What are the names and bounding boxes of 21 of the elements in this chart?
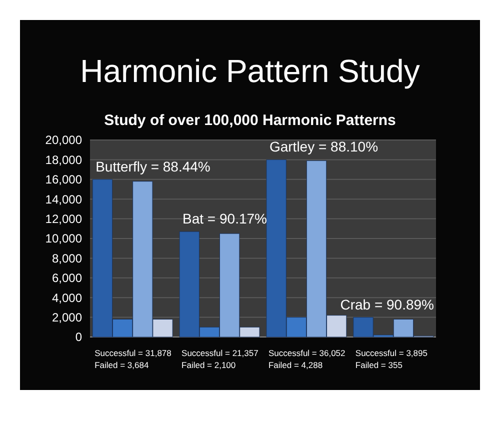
x-tick-label: Successful = 36,052 Failed = 4,288 bbox=[268, 348, 346, 370]
chart-subtitle: Study of over 100,000 Harmonic Patterns bbox=[104, 112, 396, 129]
y-tick-label: 4,000 bbox=[52, 290, 82, 305]
annotation: Bat = 90.17% bbox=[182, 210, 267, 227]
y-tick-label: 16,000 bbox=[45, 172, 82, 187]
y-tick-label: 12,000 bbox=[45, 212, 82, 226]
y-tick-label: 0 bbox=[75, 330, 82, 344]
y-tick-label: 10,000 bbox=[45, 232, 82, 246]
annotation: Crab = 90.89% bbox=[340, 296, 434, 312]
x-tick-label: Successful = 21,357 Failed = 2,100 bbox=[182, 348, 259, 370]
chart-title: Harmonic Pattern Study bbox=[80, 53, 420, 89]
x-tick-label: Successful = 31,878 Failed = 3,684 bbox=[94, 348, 172, 370]
y-tick-label: 14,000 bbox=[45, 192, 82, 206]
y-tick-label: 2,000 bbox=[52, 310, 82, 324]
x-tick-label: Successful = 3,895 Failed = 355 bbox=[355, 348, 428, 370]
y-tick-label: 20,000 bbox=[45, 133, 82, 148]
annotation: Butterfly = 88.44% bbox=[96, 158, 210, 174]
y-tick-label: 18,000 bbox=[45, 152, 82, 167]
y-tick-label: 6,000 bbox=[52, 271, 82, 286]
y-tick-label: 8,000 bbox=[52, 251, 82, 266]
annotation: Gartley = 88.10% bbox=[269, 138, 378, 155]
